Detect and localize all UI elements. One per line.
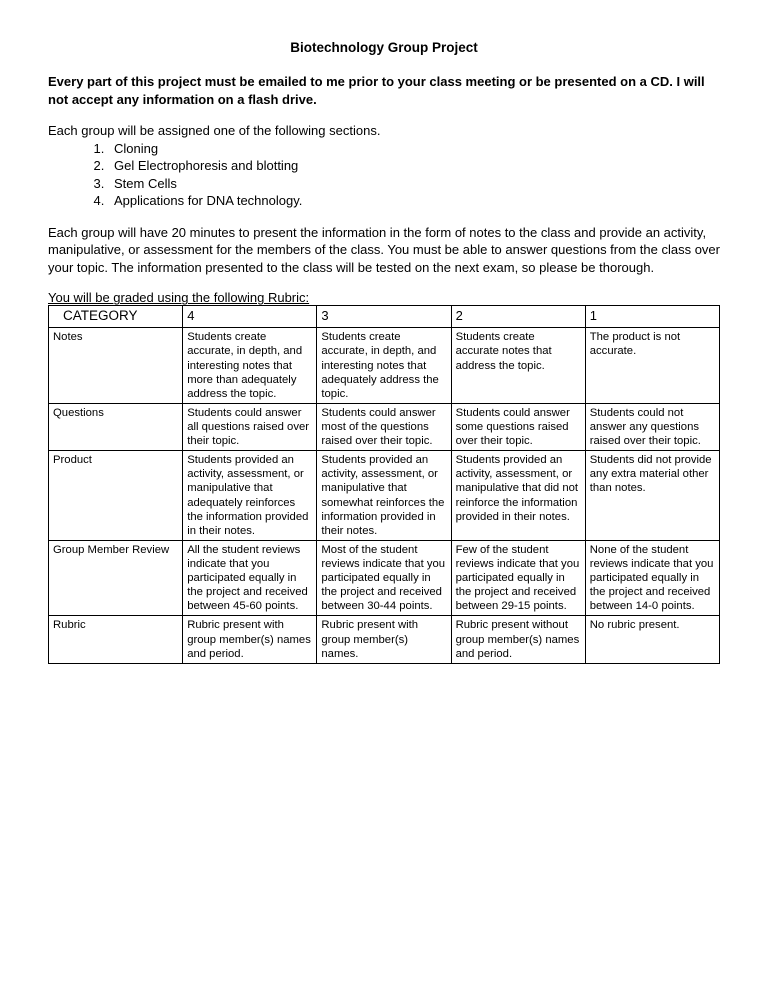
rubric-cell: All the student reviews indicate that yo… — [183, 540, 317, 616]
rubric-header-3: 3 — [317, 306, 451, 328]
rubric-row: Group Member Review All the student revi… — [49, 540, 720, 616]
rubric-row: Notes Students create accurate, in depth… — [49, 328, 720, 404]
rubric-category: Rubric — [49, 616, 183, 663]
topic-item: Stem Cells — [108, 175, 720, 193]
rubric-cell: Few of the student reviews indicate that… — [451, 540, 585, 616]
rubric-cell: Rubric present with group member(s) name… — [317, 616, 451, 663]
topic-item: Cloning — [108, 140, 720, 158]
rubric-table: CATEGORY 4 3 2 1 Notes Students create a… — [48, 305, 720, 663]
rubric-cell: Students provided an activity, assessmen… — [451, 451, 585, 541]
rubric-cell: Rubric present without group member(s) n… — [451, 616, 585, 663]
rubric-cell: Students could answer some questions rai… — [451, 403, 585, 450]
rubric-row: Questions Students could answer all ques… — [49, 403, 720, 450]
rubric-label: You will be graded using the following R… — [48, 290, 720, 305]
rubric-header-2: 2 — [451, 306, 585, 328]
rubric-cell: Students could answer most of the questi… — [317, 403, 451, 450]
rubric-cell: Students could not answer any questions … — [585, 403, 719, 450]
rubric-cell: Students create accurate, in depth, and … — [183, 328, 317, 404]
rubric-category: Questions — [49, 403, 183, 450]
rubric-category: Group Member Review — [49, 540, 183, 616]
rubric-cell: Most of the student reviews indicate tha… — [317, 540, 451, 616]
rubric-cell: Students provided an activity, assessmen… — [183, 451, 317, 541]
topic-item: Gel Electrophoresis and blotting — [108, 157, 720, 175]
rubric-header-row: CATEGORY 4 3 2 1 — [49, 306, 720, 328]
presentation-paragraph: Each group will have 20 minutes to prese… — [48, 224, 720, 277]
intro-requirement: Every part of this project must be email… — [48, 73, 720, 108]
rubric-cell: Students provided an activity, assessmen… — [317, 451, 451, 541]
rubric-cell: Students create accurate, in depth, and … — [317, 328, 451, 404]
rubric-category: Product — [49, 451, 183, 541]
rubric-header-category: CATEGORY — [49, 306, 183, 328]
rubric-cell: No rubric present. — [585, 616, 719, 663]
rubric-row: Product Students provided an activity, a… — [49, 451, 720, 541]
rubric-category: Notes — [49, 328, 183, 404]
rubric-row: Rubric Rubric present with group member(… — [49, 616, 720, 663]
rubric-header-1: 1 — [585, 306, 719, 328]
rubric-cell: Students did not provide any extra mater… — [585, 451, 719, 541]
rubric-cell: None of the student reviews indicate tha… — [585, 540, 719, 616]
rubric-cell: Students create accurate notes that addr… — [451, 328, 585, 404]
topic-list: Cloning Gel Electrophoresis and blotting… — [48, 140, 720, 210]
rubric-header-4: 4 — [183, 306, 317, 328]
assignment-lead: Each group will be assigned one of the f… — [48, 122, 720, 140]
rubric-cell: Rubric present with group member(s) name… — [183, 616, 317, 663]
topic-item: Applications for DNA technology. — [108, 192, 720, 210]
page-title: Biotechnology Group Project — [48, 40, 720, 55]
rubric-cell: The product is not accurate. — [585, 328, 719, 404]
rubric-cell: Students could answer all questions rais… — [183, 403, 317, 450]
